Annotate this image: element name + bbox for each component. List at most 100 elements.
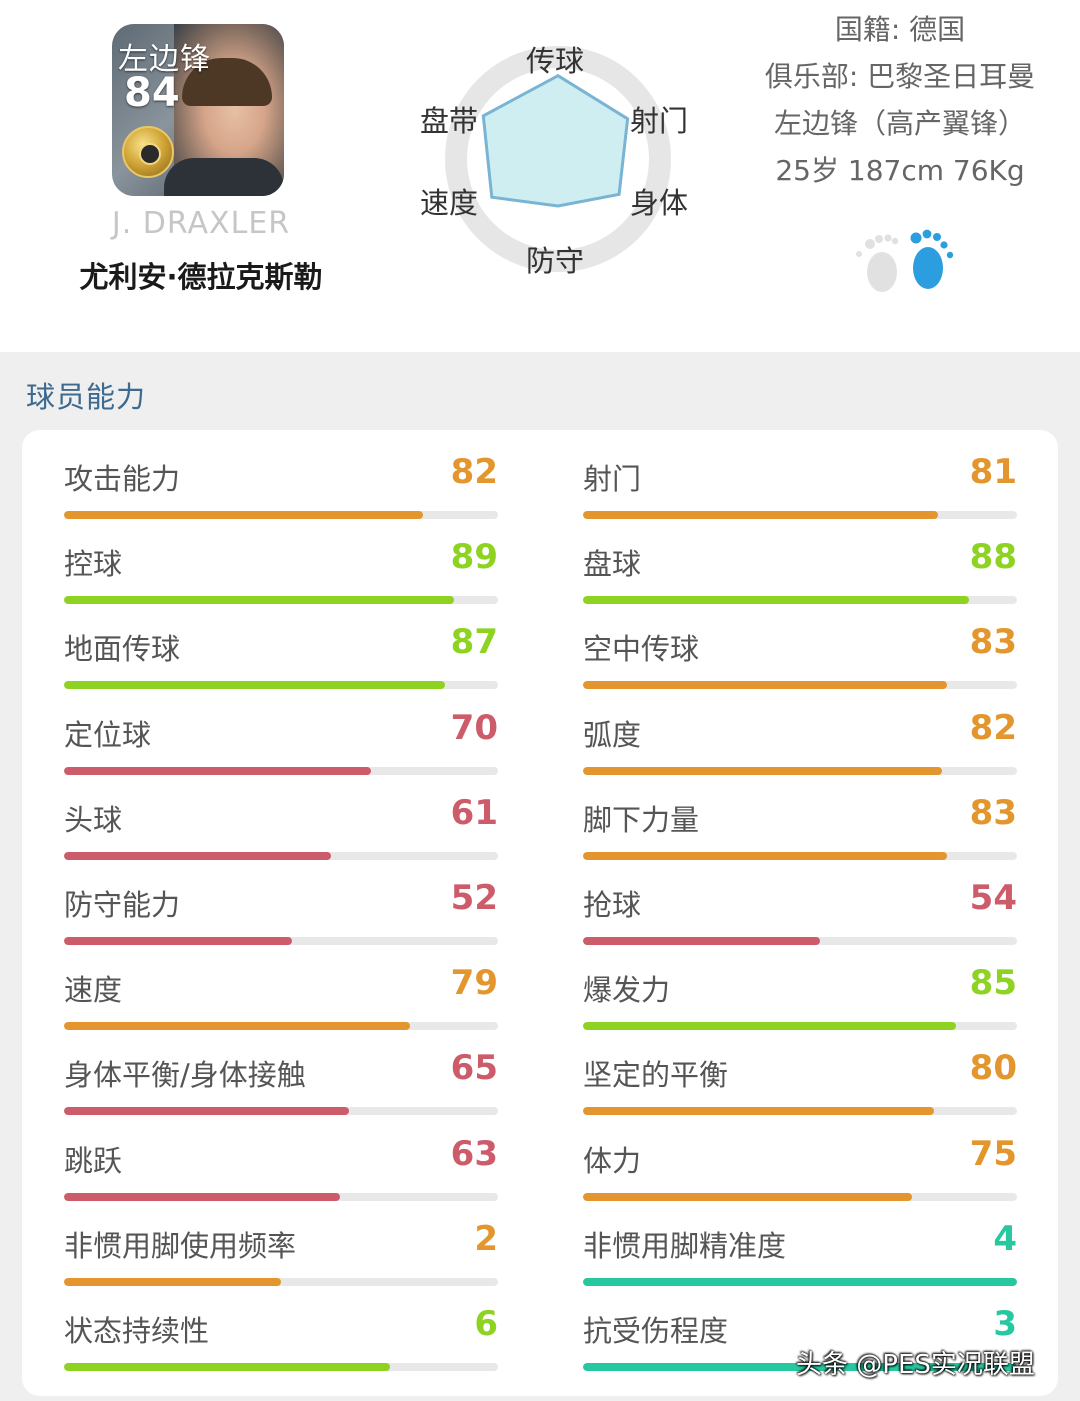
stat-label: 体力 [583,1143,642,1178]
stat-bar-track [583,1277,1017,1286]
card-position: 左边锋 [118,42,211,77]
stat-row: 空中传球 83 [583,608,1017,693]
stat-bar-track [583,851,1017,860]
preferred-foot [846,228,966,294]
stat-bar-fill [64,681,446,690]
stat-bar-track [64,596,498,605]
player-name-english: J. DRAXLER [111,206,291,241]
stat-value: 70 [450,707,498,748]
stat-value: 52 [450,878,498,918]
stat-value: 88 [969,537,1017,578]
stat-row: 抗受伤程度 3 [583,1290,1017,1375]
stat-bar-fill [64,851,332,860]
stat-row: 坚定的平衡 80 [583,1034,1017,1119]
stat-label: 坚定的平衡 [583,1058,729,1093]
stat-row: 地面传球 87 [64,608,498,693]
stat-bar-fill [64,766,371,775]
stat-value: 4 [993,1218,1017,1259]
stat-row: 盘球 88 [583,523,1017,608]
stat-bar-fill [583,1107,934,1116]
stat-value: 63 [450,1133,498,1174]
stat-row: 非惯用脚使用频率 2 [64,1205,498,1290]
stat-row: 定位球 70 [64,694,498,779]
stat-value: 80 [969,1048,1017,1089]
stat-bar-track [64,1107,498,1116]
stat-bar-track [583,596,1017,605]
player-header: 左边锋 84 J. DRAXLER 尤利安·德拉克斯勒 传球 射门 身体 防守 … [0,0,1080,352]
stat-row: 状态持续性 6 [64,1290,498,1375]
stat-bar-track [64,1277,498,1286]
radar-polygon [481,73,630,208]
radar-chart: 传球 射门 身体 防守 速度 盘带 [400,28,720,290]
stat-value: 83 [969,792,1017,833]
stat-bar-fill [64,937,292,945]
stat-bar-track [583,766,1017,775]
stat-bar-fill [64,1022,411,1031]
stat-value: 87 [450,622,498,663]
stat-row: 抢球 54 [583,864,1017,949]
stat-bar-fill [64,1192,341,1201]
stat-bar-track [64,937,498,945]
stat-bar-track [64,1363,498,1371]
player-card[interactable]: 左边锋 84 [112,24,284,196]
stat-label: 身体平衡/身体接触 [64,1058,306,1093]
info-body: 25岁 187cm 76Kg [775,154,1025,187]
player-name-chinese: 尤利安·德拉克斯勒 [79,260,323,294]
radar-label-defense: 防守 [526,244,585,278]
stat-bar-track [583,511,1017,519]
stat-value: 82 [450,452,498,492]
stat-value: 81 [969,452,1017,492]
stat-label: 非惯用脚精准度 [583,1228,787,1263]
radar-label-pass: 传球 [526,44,585,78]
stat-bar-track [64,766,498,775]
stat-value: 2 [474,1218,498,1259]
stat-row: 体力 75 [583,1120,1017,1205]
stat-bar-fill [64,596,455,605]
stat-row: 攻击能力 82 [64,438,498,523]
stat-label: 空中传球 [583,632,700,667]
stat-bar-track [64,1192,498,1201]
stat-label: 弧度 [583,717,642,752]
stat-bar-fill [64,511,424,519]
stat-value: 83 [969,622,1017,663]
stat-row: 射门 81 [583,438,1017,523]
radar-label-physical: 身体 [630,186,689,220]
radar-svg [445,46,671,272]
stat-label: 抗受伤程度 [583,1314,729,1348]
info-nationality: 国籍: 德国 [834,13,966,46]
stat-row: 身体平衡/身体接触 65 [64,1034,498,1119]
stat-bar-fill [583,851,947,860]
stat-bar-fill [64,1107,349,1116]
stat-label: 跳跃 [64,1143,123,1178]
stat-row: 非惯用脚精准度 4 [583,1205,1017,1290]
stat-label: 脚下力量 [583,802,700,837]
stat-bar-track [583,1192,1017,1201]
gold-medal-icon [122,126,174,178]
info-playstyle: 左边锋（高产翼锋） [773,107,1026,140]
card-overall-rating: 84 [124,70,180,116]
stat-row: 弧度 82 [583,694,1017,779]
info-club: 俱乐部: 巴黎圣日耳曼 [764,60,1036,93]
stat-row: 爆发力 85 [583,949,1017,1034]
stat-bar-track [583,937,1017,945]
stat-bar-fill [583,1277,1017,1286]
stat-bar-track [583,1022,1017,1031]
stat-label: 地面传球 [64,632,181,667]
radar-ring [445,46,671,272]
stat-bar-track [583,1363,1017,1371]
stat-row: 头球 61 [64,779,498,864]
left-foot-icon [856,234,899,292]
player-photo-hair [182,58,272,106]
radar-label-dribble: 盘带 [420,104,479,138]
stat-bar-fill [583,511,939,519]
stat-value: 54 [969,878,1017,918]
stat-label: 射门 [583,462,642,496]
abilities-panel: 攻击能力 82 控球 89 地面传球 87 定位球 70 头球 61 防守能力 52 速度 79 身体平衡/… [22,430,1058,1396]
stat-row: 速度 79 [64,949,498,1034]
stat-label: 头球 [64,802,123,837]
stat-bar-track [64,511,498,519]
stat-label: 非惯用脚使用频率 [64,1228,297,1263]
stat-label: 定位球 [64,717,152,752]
stat-label: 防守能力 [64,888,181,922]
player-info: 国籍: 德国 俱乐部: 巴黎圣日耳曼 左边锋（高产翼锋） 25岁 187cm 7… [740,10,1060,198]
